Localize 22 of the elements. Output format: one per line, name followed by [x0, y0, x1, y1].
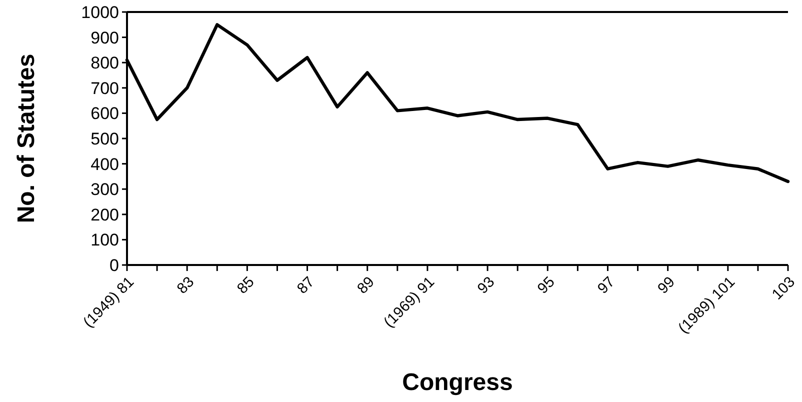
y-tick-label: 200	[90, 205, 119, 224]
y-tick-label: 800	[90, 54, 119, 73]
y-tick-label: 100	[90, 230, 119, 250]
y-tick-label: 600	[90, 104, 119, 124]
y-axis-title: No. of Statutes	[13, 54, 40, 224]
y-tick-label: 900	[90, 28, 119, 48]
y-tick-label: 300	[90, 180, 119, 200]
x-tick-label: 93	[474, 274, 498, 298]
y-tick-label: 400	[90, 154, 119, 174]
y-tick-label: 700	[90, 78, 119, 98]
x-tick-label: 95	[534, 274, 558, 298]
x-tick-label: 83	[174, 274, 198, 298]
x-tick-label: 103	[768, 274, 799, 304]
y-tick-label: 0	[110, 256, 119, 275]
x-tick-label: 85	[234, 274, 258, 298]
x-axis-title: Congress	[402, 369, 513, 396]
y-tick-label: 500	[90, 129, 119, 148]
x-tick-label: 97	[594, 274, 618, 298]
x-tick-label: 99	[654, 274, 678, 298]
x-tick-label: 89	[354, 274, 378, 298]
y-tick-label: 1000	[81, 2, 119, 22]
x-tick-label: 87	[294, 274, 318, 298]
